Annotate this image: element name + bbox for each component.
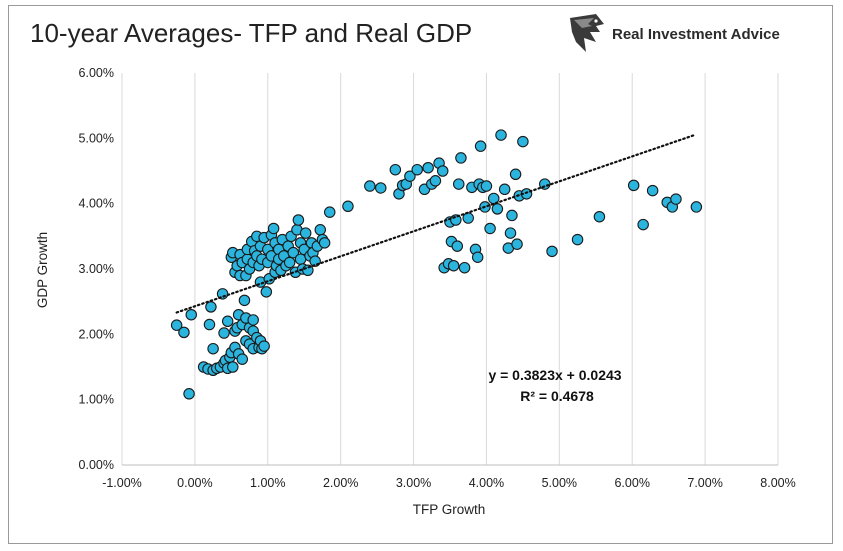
y-axis-ticks: 0.00% 1.00% 2.00% 3.00% 4.00% 5.00% 6.00% [79, 66, 114, 472]
y-tick-label: 5.00% [79, 131, 114, 145]
data-point [342, 200, 354, 213]
x-tick-label: 6.00% [614, 476, 649, 490]
data-point [299, 227, 312, 239]
data-point [480, 180, 493, 192]
x-tick-label: 8.00% [760, 476, 795, 490]
data-point [247, 314, 259, 326]
x-tick-label: -1.00% [102, 476, 142, 490]
y-tick-label: 2.00% [79, 327, 114, 341]
y-axis-label: GDP Growth [35, 232, 50, 308]
data-point [504, 227, 517, 239]
data-point [203, 318, 216, 331]
data-point [462, 212, 474, 224]
data-point [474, 140, 487, 152]
grid-lines [121, 73, 779, 465]
x-axis-ticks: -1.00% 0.00% 1.00% 2.00% 3.00% 4.00% 5.00% 6.00… [102, 476, 796, 490]
x-tick-label: 4.00% [469, 476, 504, 490]
data-point [509, 168, 522, 181]
data-point [429, 175, 442, 187]
data-point [436, 165, 449, 177]
y-tick-label: 1.00% [79, 393, 114, 407]
data-point [236, 353, 249, 365]
data-point [422, 161, 434, 174]
data-point [484, 222, 496, 235]
data-point [491, 203, 504, 215]
data-point [185, 308, 197, 321]
data-point [205, 301, 217, 313]
data-point [221, 315, 234, 328]
data-point [471, 251, 484, 263]
y-tick-label: 4.00% [79, 197, 114, 211]
data-point [571, 233, 584, 246]
y-tick-label: 0.00% [79, 458, 114, 472]
x-tick-label: 7.00% [687, 476, 722, 490]
data-point [287, 246, 300, 259]
data-point [267, 222, 280, 235]
data-point [637, 218, 649, 231]
data-point [207, 342, 219, 355]
data-point [495, 129, 507, 141]
trendline [175, 134, 696, 314]
r-squared-label: R² = 0.4678 [520, 388, 594, 404]
x-tick-label: 1.00% [250, 476, 285, 490]
data-point [517, 135, 529, 148]
data-point [593, 210, 606, 223]
data-point [458, 261, 471, 274]
data-point [227, 361, 239, 373]
data-point [627, 179, 640, 192]
data-point [452, 178, 465, 190]
data-point [364, 180, 376, 192]
data-point [690, 201, 703, 213]
data-point [375, 182, 387, 194]
brand-name: Real Investment Advice [612, 25, 780, 43]
x-tick-label: 2.00% [323, 476, 358, 490]
data-point [670, 193, 682, 205]
data-point [646, 184, 659, 197]
data-point [218, 327, 230, 339]
data-point [258, 340, 270, 352]
data-point [314, 224, 327, 236]
y-tick-label: 3.00% [79, 262, 114, 276]
data-point [170, 319, 183, 331]
data-point [238, 294, 251, 307]
data-point [183, 388, 195, 400]
data-point [178, 326, 190, 339]
data-point [404, 170, 416, 182]
eagle-head-icon [570, 14, 604, 52]
chart-title: 10-year Averages- TFP and Real GDP [30, 18, 473, 48]
data-point [447, 259, 460, 272]
chart-frame [8, 5, 833, 544]
y-tick-label: 6.00% [79, 66, 114, 80]
data-point [511, 238, 523, 250]
x-tick-label: 3.00% [396, 476, 431, 490]
data-point [411, 163, 423, 176]
data-point [323, 206, 336, 218]
data-point [260, 286, 273, 298]
data-point [546, 245, 558, 258]
x-axis-label: TFP Growth [413, 502, 486, 517]
data-point [498, 183, 511, 196]
data-point [318, 237, 331, 249]
data-point [294, 253, 307, 265]
data-point [283, 256, 296, 269]
data-point [292, 214, 305, 226]
x-tick-label: 0.00% [177, 476, 212, 490]
x-tick-label: 5.00% [542, 476, 577, 490]
data-point [506, 209, 518, 222]
data-points [170, 129, 703, 400]
data-point [451, 240, 464, 252]
trendline-equation: y = 0.3823x + 0.0243 [488, 367, 621, 383]
brand-logo: Real Investment Advice [566, 12, 780, 56]
data-point [389, 163, 402, 176]
data-point [455, 152, 467, 164]
